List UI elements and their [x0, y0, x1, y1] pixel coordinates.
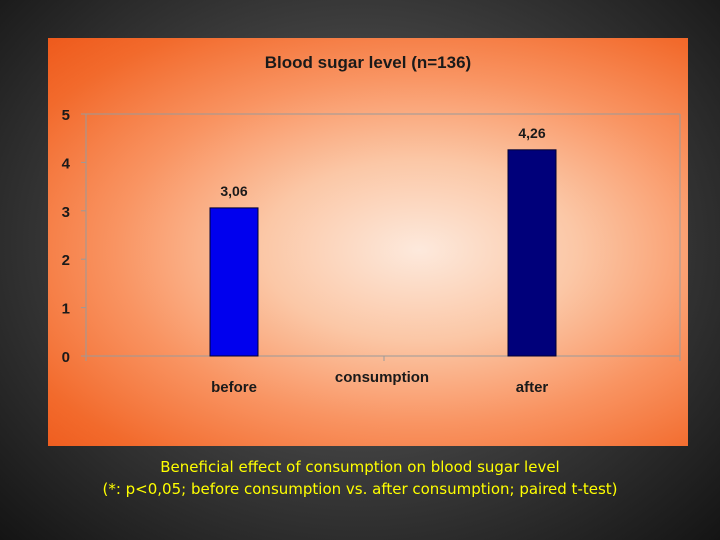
- x-tick-label-before: before: [211, 379, 257, 396]
- y-tick-label: 3: [62, 204, 70, 221]
- y-tick-label: 1: [62, 301, 70, 318]
- x-tick-label-after: after: [516, 379, 549, 396]
- y-tick-label: 4: [62, 155, 71, 172]
- caption-line-2: (*: p<0,05; before consumption vs. after…: [102, 480, 618, 498]
- bar-before: [209, 207, 259, 357]
- figure-caption: Beneficial effect of consumption on bloo…: [0, 456, 720, 500]
- bar-chart: Blood sugar level (n=136) consumption 0 1…: [62, 53, 681, 396]
- x-axis-label: consumption: [335, 369, 429, 386]
- y-tick-label: 5: [62, 107, 70, 124]
- caption-line-1: Beneficial effect of consumption on bloo…: [160, 458, 560, 476]
- bar-after: [507, 149, 557, 357]
- y-tick-label: 2: [62, 252, 70, 269]
- chart-panel: Blood sugar level (n=136) consumption 0 1…: [48, 38, 688, 446]
- y-tick-label: 0: [62, 349, 70, 366]
- data-label-before: 3,06: [220, 183, 247, 199]
- chart-title: Blood sugar level (n=136): [265, 53, 471, 72]
- data-label-after: 4,26: [518, 125, 545, 141]
